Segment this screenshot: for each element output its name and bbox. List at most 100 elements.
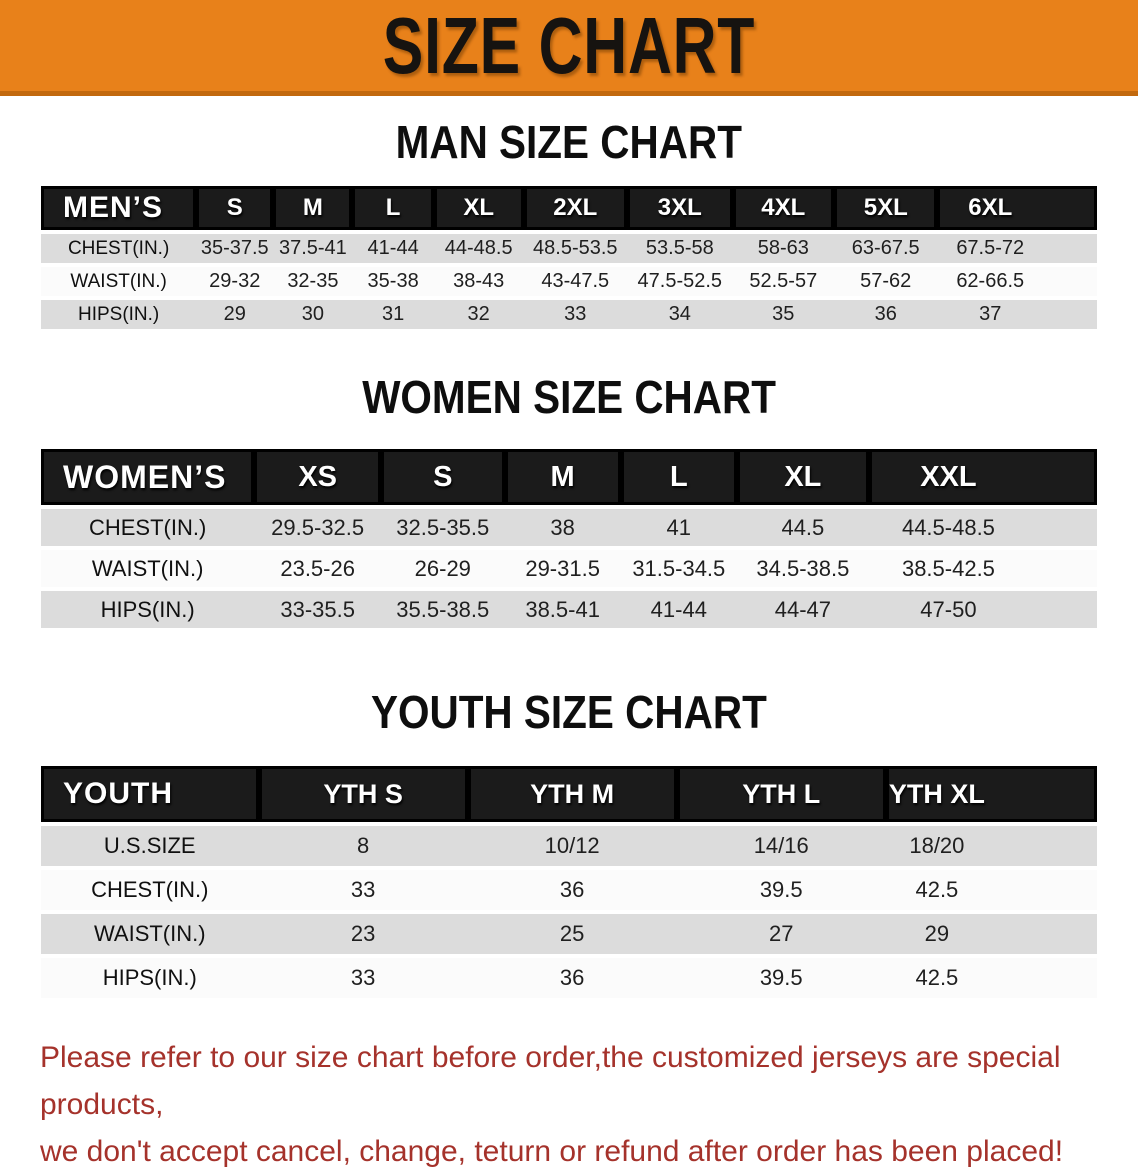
- size-value-cell: 26-29: [381, 548, 505, 591]
- size-value-cell: 34.5-38.5: [736, 548, 869, 591]
- table-row: CHEST(IN.) 35-37.5 37.5-41 41-44 44-48.5 48.5…: [41, 232, 1097, 267]
- table-row: CHEST(IN.) 33 36 39.5 42.5: [41, 868, 1097, 914]
- size-value-cell: 57-62: [833, 265, 938, 300]
- women-section-title: WOMEN SIZE CHART: [362, 371, 776, 423]
- size-value-cell: 39.5: [676, 868, 886, 914]
- youth-section-title: YOUTH SIZE CHART: [371, 686, 767, 738]
- table-row: HIPS(IN.) 29 30 31 32 33 34 35 36 37: [41, 298, 1097, 333]
- size-value-cell: 27: [676, 912, 886, 958]
- size-column-header: L: [620, 449, 737, 509]
- table-row: HIPS(IN.) 33-35.5 35.5-38.5 38.5-41 41-44 44-…: [41, 589, 1097, 632]
- table-row: U.S.SIZE 8 10/12 14/16 18/20: [41, 824, 1097, 870]
- size-value-cell: 34: [627, 298, 733, 333]
- size-value-cell: 67.5-72: [937, 232, 1097, 267]
- size-column-header: XXL: [868, 449, 1097, 509]
- table-header-row: MEN’S S M L XL 2XL 3XL 4XL 5XL 6XL: [41, 186, 1097, 234]
- size-column-header: 3XL: [627, 186, 733, 234]
- measurement-label: HIPS(IN.): [41, 956, 259, 1002]
- men-table-wrapper: MEN’S S M L XL 2XL 3XL 4XL 5XL 6XL CHEST(IN.) 35-37…: [41, 186, 1097, 333]
- size-column-header: M: [273, 186, 353, 234]
- measurement-label: WAIST(IN.): [41, 265, 197, 300]
- measurement-label: HIPS(IN.): [41, 298, 197, 333]
- size-column-header: YTH M: [467, 766, 677, 826]
- size-column-header: 5XL: [833, 186, 938, 234]
- size-value-cell: 47-50: [868, 589, 1097, 632]
- size-value-cell: 33: [258, 868, 468, 914]
- youth-section-heading: YOUTH SIZE CHART: [0, 632, 1138, 766]
- size-value-cell: 29-32: [196, 265, 274, 300]
- size-value-cell: 33: [258, 956, 468, 1002]
- women-size-section: WOMEN SIZE CHART WOMEN’S XS S M L XL XXL CHEST(…: [0, 333, 1138, 632]
- women-section-heading: WOMEN SIZE CHART: [0, 333, 1138, 449]
- size-value-cell: 8: [258, 824, 468, 870]
- size-value-cell: 29: [196, 298, 274, 333]
- size-value-cell: 44.5-48.5: [868, 507, 1097, 550]
- table-row: WAIST(IN.) 23.5-26 26-29 29-31.5 31.5-34.5 34…: [41, 548, 1097, 591]
- measurement-label: WAIST(IN.): [41, 548, 255, 591]
- measurement-label: WAIST(IN.): [41, 912, 259, 958]
- size-value-cell: 41: [620, 507, 737, 550]
- size-value-cell: 53.5-58: [627, 232, 733, 267]
- size-value-cell: 62-66.5: [937, 265, 1097, 300]
- women-size-table: WOMEN’S XS S M L XL XXL CHEST(IN.) 29.5-32.5 32.5…: [41, 449, 1097, 632]
- size-value-cell: 48.5-53.5: [523, 232, 628, 267]
- men-size-table: MEN’S S M L XL 2XL 3XL 4XL 5XL 6XL CHEST(IN.) 35-37…: [41, 186, 1097, 333]
- size-value-cell: 43-47.5: [523, 265, 628, 300]
- table-row: CHEST(IN.) 29.5-32.5 32.5-35.5 38 41 44.5 44.5…: [41, 507, 1097, 550]
- table-header-row: WOMEN’S XS S M L XL XXL: [41, 449, 1097, 509]
- women-table-wrapper: WOMEN’S XS S M L XL XXL CHEST(IN.) 29.5-32.5 32.5…: [41, 449, 1097, 632]
- size-column-header: 6XL: [937, 186, 1097, 234]
- men-section-title: MAN SIZE CHART: [395, 116, 743, 168]
- men-section-heading: MAN SIZE CHART: [0, 96, 1138, 186]
- size-value-cell: 29.5-32.5: [254, 507, 382, 550]
- size-value-cell: 33-35.5: [254, 589, 382, 632]
- size-value-cell: 33: [523, 298, 628, 333]
- size-value-cell: 35-38: [352, 265, 434, 300]
- size-value-cell: 52.5-57: [732, 265, 834, 300]
- size-value-cell: 39.5: [676, 956, 886, 1002]
- size-value-cell: 36: [467, 868, 677, 914]
- size-value-cell: 36: [833, 298, 938, 333]
- table-row: WAIST(IN.) 23 25 27 29: [41, 912, 1097, 958]
- size-value-cell: 42.5: [885, 868, 1097, 914]
- size-column-header: S: [381, 449, 505, 509]
- size-value-cell: 38.5-41: [504, 589, 621, 632]
- youth-size-section: YOUTH SIZE CHART YOUTH YTH S YTH M YTH L YTH…: [0, 632, 1138, 1002]
- measurement-label: HIPS(IN.): [41, 589, 255, 632]
- size-column-header: YTH S: [258, 766, 468, 826]
- size-value-cell: 29: [885, 912, 1097, 958]
- size-value-cell: 23.5-26: [254, 548, 382, 591]
- youth-table-wrapper: YOUTH YTH S YTH M YTH L YTH XL U.S.SIZE 8 10/12…: [41, 766, 1097, 1002]
- table-title-cell: YOUTH: [41, 766, 259, 826]
- banner: SIZE CHART: [0, 0, 1138, 96]
- size-value-cell: 25: [467, 912, 677, 958]
- size-value-cell: 44.5: [736, 507, 869, 550]
- size-value-cell: 31: [352, 298, 434, 333]
- table-title-cell: WOMEN’S: [41, 449, 255, 509]
- size-column-header: M: [504, 449, 621, 509]
- size-value-cell: 35-37.5: [196, 232, 274, 267]
- size-value-cell: 10/12: [467, 824, 677, 870]
- measurement-label: CHEST(IN.): [41, 507, 255, 550]
- size-value-cell: 23: [258, 912, 468, 958]
- size-value-cell: 29-31.5: [504, 548, 621, 591]
- size-column-header: 2XL: [523, 186, 628, 234]
- measurement-label: U.S.SIZE: [41, 824, 259, 870]
- size-column-header: 4XL: [732, 186, 834, 234]
- size-value-cell: 38.5-42.5: [868, 548, 1097, 591]
- size-value-cell: 31.5-34.5: [620, 548, 737, 591]
- measurement-label: CHEST(IN.): [41, 868, 259, 914]
- size-value-cell: 41-44: [352, 232, 434, 267]
- size-value-cell: 44-47: [736, 589, 869, 632]
- measurement-label: CHEST(IN.): [41, 232, 197, 267]
- table-row: WAIST(IN.) 29-32 32-35 35-38 38-43 43-47.5 47.…: [41, 265, 1097, 300]
- table-title-cell: MEN’S: [41, 186, 197, 234]
- footer-note: Please refer to our size chart before or…: [0, 1034, 1138, 1175]
- size-column-header: XS: [254, 449, 382, 509]
- size-value-cell: 63-67.5: [833, 232, 938, 267]
- size-value-cell: 42.5: [885, 956, 1097, 1002]
- size-value-cell: 37: [937, 298, 1097, 333]
- size-column-header: YTH XL: [885, 766, 1097, 826]
- banner-title: SIZE CHART: [382, 0, 756, 90]
